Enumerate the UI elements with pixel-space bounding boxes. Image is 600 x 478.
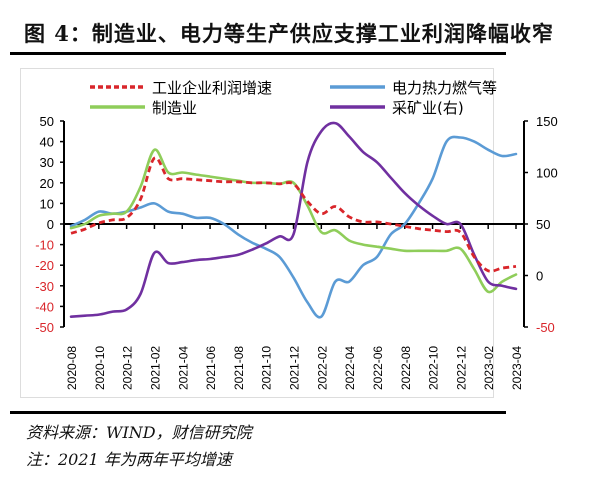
left-tick-label: -20	[35, 258, 54, 273]
left-tick-label: 40	[40, 135, 54, 150]
x-tick-label: 2021-10	[260, 346, 274, 390]
x-tick-label: 2023-02	[482, 346, 496, 390]
x-tick-label: 2021-08	[232, 346, 246, 390]
legend-label-1: 电力热力燃气等	[392, 79, 497, 97]
chart-title: 图 4：制造业、电力等生产供应支撑工业利润降幅收窄	[24, 21, 554, 46]
title-rule	[10, 52, 506, 55]
footnote: 注：2021 年为两年平均增速	[26, 450, 232, 469]
left-tick-label: 50	[40, 114, 54, 129]
x-tick-label: 2022-04	[343, 346, 357, 390]
right-tick-label: 100	[536, 166, 558, 181]
legend-label-0: 工业企业利润增速	[152, 79, 272, 97]
series-line-0	[70, 156, 517, 273]
x-tick-label: 2022-06	[371, 346, 385, 390]
left-tick-label: -30	[35, 279, 54, 294]
left-tick-label: 30	[40, 155, 54, 170]
chart-frame	[20, 68, 494, 398]
series-line-1	[69, 135, 518, 319]
x-tick-label: 2022-12	[454, 346, 468, 390]
x-tick-label: 2022-08	[399, 346, 413, 390]
footer-rule	[10, 411, 506, 414]
series-layer	[69, 121, 518, 319]
right-tick-label: 150	[536, 114, 558, 129]
x-tick-label: 2020-10	[93, 346, 107, 390]
x-tick-label: 2021-06	[204, 346, 218, 390]
right-tick-label: 0	[536, 269, 543, 284]
left-tick-label: -50	[35, 320, 54, 335]
legend-label-3: 采矿业(右)	[392, 99, 464, 117]
right-tick-label: -50	[536, 320, 555, 335]
left-tick-label: 20	[40, 176, 54, 191]
x-tick-label: 2022-02	[315, 346, 329, 390]
series-line-3	[69, 121, 518, 318]
x-tick-label: 2022-10	[427, 346, 441, 390]
series-line-2	[69, 148, 518, 294]
legend-label-2: 制造业	[152, 99, 197, 117]
x-tick-label: 2021-04	[176, 346, 190, 390]
left-tick-label: 0	[47, 217, 54, 232]
axes: 50403020100-10-20-30-40-50150100500-5020…	[35, 114, 558, 390]
x-tick-label: 2023-04	[510, 346, 524, 390]
right-tick-label: 50	[536, 217, 550, 232]
x-tick-label: 2020-12	[121, 346, 135, 390]
x-tick-label: 2021-02	[148, 346, 162, 390]
left-tick-label: -40	[35, 299, 54, 314]
x-tick-label: 2020-08	[65, 346, 79, 390]
left-tick-label: 10	[40, 196, 54, 211]
x-tick-label: 2021-12	[288, 346, 302, 390]
source-note: 资料来源：WIND，财信研究院	[26, 423, 252, 442]
left-tick-label: -10	[35, 238, 54, 253]
